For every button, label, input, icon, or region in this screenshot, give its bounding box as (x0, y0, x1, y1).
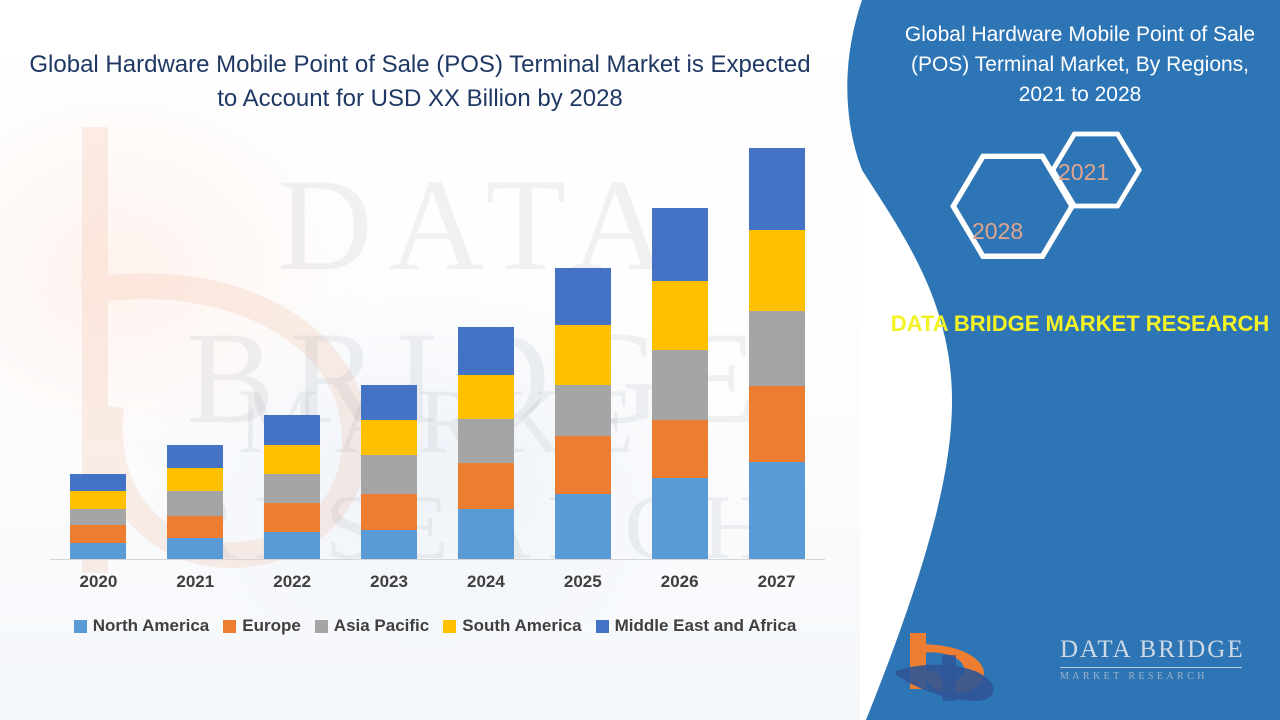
stacked-bar[interactable] (70, 473, 127, 559)
bar-segment[interactable] (264, 474, 321, 503)
chart-legend: North America Europe Asia Pacific South Ame… (40, 616, 830, 636)
x-axis-tick-label: 2024 (467, 572, 505, 591)
bar-segment[interactable] (554, 268, 611, 326)
bar-slot (728, 148, 825, 559)
x-axis-tick-label: 2023 (370, 572, 408, 591)
bar-segment[interactable] (457, 419, 514, 463)
x-axis-tick-label: 2020 (79, 572, 118, 591)
x-axis-line (50, 559, 825, 560)
bar-segment[interactable] (167, 445, 224, 469)
x-axis-tick-label: 2021 (176, 572, 215, 591)
bar-segment[interactable] (748, 311, 805, 387)
logo-divider (1060, 667, 1242, 668)
bar-segment[interactable] (167, 491, 224, 517)
x-axis-tick-label: 2026 (660, 572, 699, 591)
bar-segment[interactable] (651, 419, 708, 479)
x-axis-tick-label: 2025 (563, 572, 602, 591)
legend-swatch-icon (223, 619, 237, 633)
bar-segment[interactable] (651, 281, 708, 351)
panel-title: Global Hardware Mobile Point of Sale (PO… (904, 23, 1256, 106)
bar-segment[interactable] (361, 455, 418, 494)
bar-slot (631, 150, 728, 559)
hexagon-2028-label: 2028 (972, 218, 1023, 244)
bar-segment[interactable] (748, 230, 805, 312)
bar-segment[interactable] (70, 508, 127, 526)
stacked-bar[interactable] (554, 268, 611, 559)
bar-segment[interactable] (264, 531, 321, 559)
legend-label: Europe (242, 616, 301, 635)
logo-primary-text: DATA BRIDGE (1060, 636, 1245, 663)
bar-slot (147, 150, 244, 559)
logo-wordmark: DATA BRIDGE MARKET RESEARCH (1060, 636, 1280, 682)
legend-label: Asia Pacific (333, 616, 430, 635)
data-bridge-logo-icon (896, 633, 994, 701)
bar-segment[interactable] (264, 502, 321, 532)
right-panel-content: Global Hardware Mobile Point of Sale (PO… (880, 0, 1280, 720)
hexagon-2021-icon (1050, 131, 1142, 209)
bar-segment[interactable] (651, 208, 708, 282)
bar-segment[interactable] (361, 419, 418, 456)
hexagon-2021-label: 2021 (1058, 159, 1109, 185)
stacked-bar[interactable] (264, 415, 321, 559)
bar-segment[interactable] (554, 493, 611, 559)
bar-segment[interactable] (748, 386, 805, 462)
chart-panel: Global Hardware Mobile Point of Sale (PO… (29, 51, 830, 636)
x-axis-tick-label: 2022 (273, 572, 312, 591)
bar-slot (341, 150, 438, 559)
legend-item[interactable]: Asia Pacific (314, 616, 430, 636)
legend-swatch-icon (595, 619, 609, 633)
chart-plot-area (50, 148, 825, 560)
bar-segment[interactable] (167, 516, 224, 539)
bar-segment[interactable] (167, 468, 224, 492)
stacked-bar[interactable] (457, 327, 514, 559)
bar-segment[interactable] (457, 508, 514, 559)
hexagon-badge-group: 2028 2021 (950, 131, 1142, 259)
stacked-bar[interactable] (651, 208, 708, 559)
x-axis-labels: 2020 2021 2022 2023 2024 2025 2026 2027 (50, 572, 825, 592)
legend-label: South America (462, 616, 582, 635)
legend-item[interactable]: North America (73, 616, 210, 636)
legend-label: Middle East and Africa (614, 616, 797, 635)
bar-segment[interactable] (748, 148, 805, 231)
bar-segment[interactable] (457, 462, 514, 509)
bar-segment[interactable] (554, 325, 611, 386)
brand-name: DATA BRIDGE MARKET RESEARCH (890, 311, 1270, 336)
bar-segment[interactable] (651, 350, 708, 420)
legend-item[interactable]: Middle East and Africa (595, 616, 797, 636)
x-axis-tick-label: 2027 (757, 572, 796, 591)
bar-segment[interactable] (457, 375, 514, 420)
bar-segment[interactable] (70, 542, 127, 559)
stacked-bar[interactable] (167, 445, 224, 559)
bar-segment[interactable] (651, 478, 708, 559)
bar-segment[interactable] (167, 538, 224, 559)
bar-segment[interactable] (457, 327, 514, 376)
bar-segment[interactable] (554, 435, 611, 494)
legend-item[interactable]: South America (443, 616, 582, 636)
stacked-bar[interactable] (748, 148, 805, 559)
legend-swatch-icon (443, 619, 457, 633)
legend-swatch-icon (314, 619, 328, 633)
bar-slot (534, 150, 631, 559)
legend-swatch-icon (73, 619, 87, 633)
bar-segment[interactable] (361, 493, 418, 530)
bar-segment[interactable] (361, 384, 418, 420)
bar-segment[interactable] (70, 473, 127, 492)
legend-item[interactable]: Europe (223, 616, 301, 636)
bar-segment[interactable] (361, 529, 418, 559)
bar-segment[interactable] (264, 415, 321, 445)
chart-title: Global Hardware Mobile Point of Sale (PO… (29, 51, 811, 112)
bar-slot (438, 150, 535, 559)
bar-slot (244, 150, 341, 559)
logo-secondary-text: MARKET RESEARCH (1060, 671, 1208, 682)
bar-group (50, 148, 825, 559)
bar-segment[interactable] (70, 491, 127, 509)
bar-segment[interactable] (748, 461, 805, 559)
bar-slot (50, 150, 147, 559)
bar-segment[interactable] (264, 444, 321, 475)
stacked-bar[interactable] (361, 384, 418, 559)
legend-label: North America (92, 616, 210, 635)
bar-segment[interactable] (554, 385, 611, 436)
bar-segment[interactable] (70, 525, 127, 543)
